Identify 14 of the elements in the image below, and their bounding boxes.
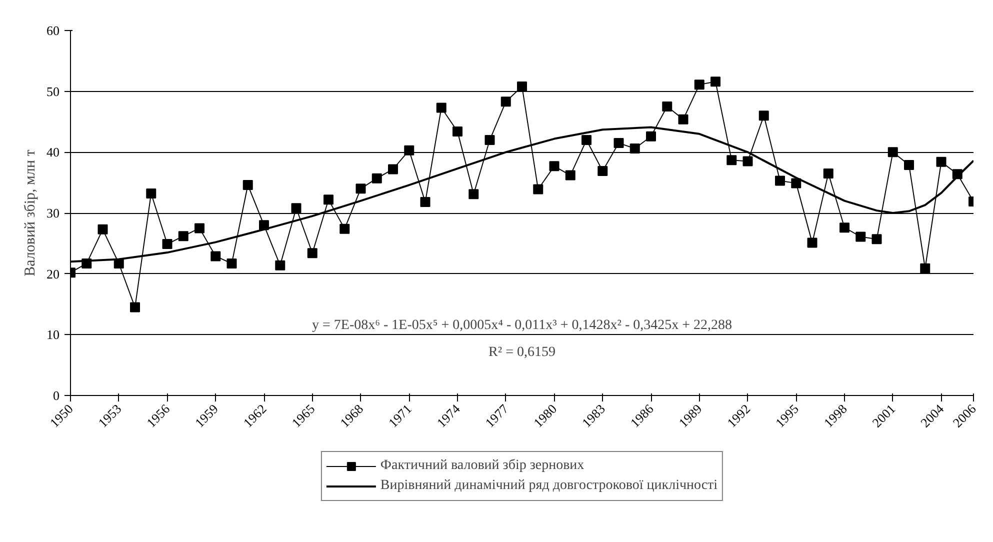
y-tick-label: 20	[46, 266, 60, 282]
legend-label: Вирівняний динамічний ряд довгострокової циклічності	[380, 478, 718, 494]
y-tick-label: 10	[46, 327, 60, 342]
y-tick-label: 40	[46, 144, 60, 160]
annotation: y = 7E-08x⁶ - 1E-05x⁵ + 0,0005x⁴ - 0,011x³ + 0,1428x² - 0,3425x + 22,288	[312, 318, 732, 333]
y-tick-label: 0	[53, 388, 60, 403]
y-axis-title: Валовий збір, млн т	[22, 149, 38, 276]
legend-label: Фактичний валовий збір зернових	[380, 458, 584, 474]
x-tick-label: 1971	[385, 401, 414, 430]
y-tick-label: 50	[46, 84, 60, 99]
x-tick-label: 2001	[869, 401, 898, 430]
annotation: R² = 0,6159	[488, 345, 556, 360]
y-tick-label: 60	[46, 23, 60, 38]
y-tick-label: 30	[46, 206, 60, 220]
